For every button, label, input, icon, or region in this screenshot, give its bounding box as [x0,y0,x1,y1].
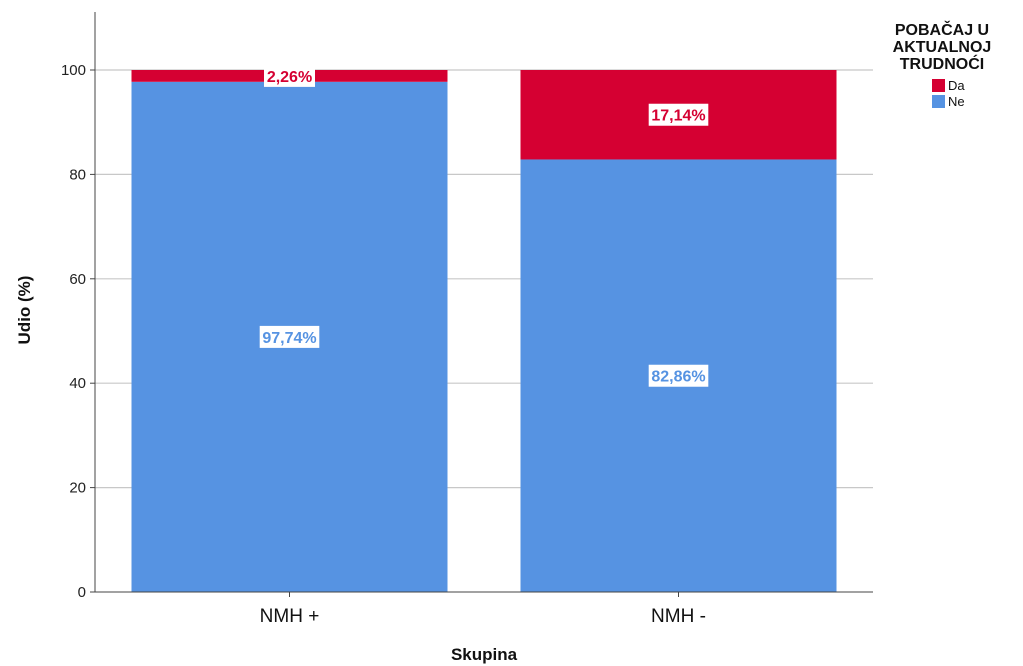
legend-title-line: POBAČAJ U [894,22,990,39]
legend-title-line: TRUDNOĆI [899,56,985,73]
data-labels: 97,74% 2,26% 82,86% 17,14% [259,64,709,387]
data-label: 17,14% [651,108,705,125]
data-label-background [648,364,709,387]
y-tick-label: 0 [78,584,86,601]
data-label-background [264,64,315,87]
y-axis-title: Udio (%) [15,276,34,345]
legend-swatch-ne [932,94,945,108]
y-tick-label: 40 [69,375,86,392]
axes: 0 20 40 60 80 100 NMH + NMH - [61,12,873,627]
x-tick-label: NMH + [260,606,320,627]
legend-title: POBAČAJ U AKTUALNOJ TRUDNOĆI [880,22,1004,73]
legend-item-ne: Ne [932,93,1020,109]
y-tick-label: 80 [69,166,86,183]
data-label-background [648,103,709,126]
y-tick-label: 60 [69,271,86,288]
legend-item-da: Da [932,77,1020,93]
data-label: 82,86% [651,369,705,386]
data-label-background [259,325,320,348]
data-label: 2,26% [267,69,312,86]
x-axis-title: Skupina [451,645,518,664]
data-label: 97,74% [262,330,316,347]
legend: POBAČAJ U AKTUALNOJ TRUDNOĆI Da Ne [880,22,1020,109]
legend-swatch-da [932,78,945,92]
y-tick-label: 20 [69,480,86,497]
legend-label-ne: Ne [948,93,965,109]
legend-title-line: AKTUALNOJ [892,39,992,56]
bars [131,70,837,592]
y-tick-label: 100 [61,62,86,79]
legend-label-da: Da [948,77,965,93]
x-tick-label: NMH - [651,606,706,627]
